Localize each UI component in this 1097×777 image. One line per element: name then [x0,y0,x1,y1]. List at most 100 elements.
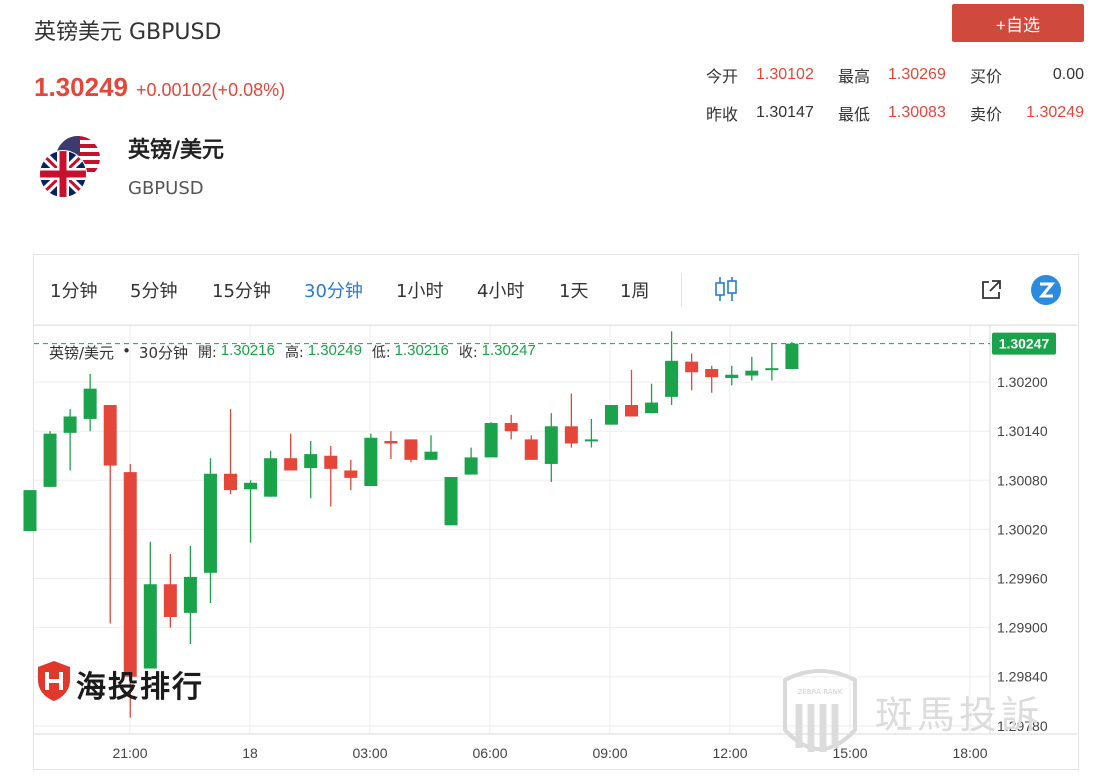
candle-body [725,374,739,379]
y-tick-label: 1.29840 [997,669,1048,685]
candle-body [765,368,779,371]
candle-body [264,458,278,497]
candle-body [745,370,759,376]
high-value: 1.30269 [888,66,946,83]
candle-body [384,441,398,444]
candle-body [404,439,418,460]
candle-body [645,402,659,414]
legend-low-value: 1.30216 [394,342,449,359]
timeframe-15min[interactable]: 15分钟 [212,281,271,302]
candle-body [43,433,57,487]
candle-body [424,451,438,460]
candle-body [524,439,538,460]
timeframe-5min[interactable]: 5分钟 [130,281,178,302]
candle-body [203,473,217,573]
x-tick-label: 09:00 [592,745,627,761]
low-value: 1.30083 [888,104,946,121]
candle-body [163,584,177,617]
instrument-name: 英镑/美元 [128,138,225,163]
candle-body [444,477,458,526]
y-tick-label: 1.30140 [997,423,1048,439]
candle-body [123,472,137,677]
timeframe-1w[interactable]: 1周 [620,281,650,302]
open-value: 1.30102 [756,66,814,83]
candle-body [304,454,318,469]
high-label: 最高 [838,67,871,86]
zebra-watermark-text: 斑馬投訴 [875,693,1043,737]
timeframe-4h[interactable]: 4小时 [477,281,525,302]
candle-body [103,405,117,466]
page-title: 英镑美元 GBPUSD [34,20,222,45]
quote-table: 今开 1.30102 最高 1.30269 买价 0.00 昨收 1.30147… [706,56,1084,132]
candle-body [83,388,97,419]
zebra-badge-text: ZEBRA RANK [798,688,843,696]
haitou-watermark: 海投排行 [76,670,204,705]
x-tick-label: 21:00 [112,745,147,761]
legend-close-value: 1.30247 [481,342,536,359]
prev-close-label: 昨收 [706,105,739,124]
legend-name: 英镑/美元 [49,344,115,362]
candle-body [584,439,598,442]
toolbar-divider [681,273,682,307]
candle-body [665,360,679,397]
legend-high-label: 高: [284,345,304,361]
candle-body [324,455,338,469]
y-tick-label: 1.30200 [997,374,1048,390]
bid-label: 买价 [970,67,1003,86]
legend-open-value: 1.30216 [220,342,275,359]
x-tick-label: 03:00 [352,745,387,761]
timeframe-1min[interactable]: 1分钟 [50,281,98,302]
last-price: 1.30249 [34,72,128,102]
candle-body [484,423,498,458]
price-change: +0.00102(+0.08%) [135,80,286,100]
legend-dot: • [122,342,131,360]
gbp-usd-flag-icon [39,136,100,198]
x-tick-label: 15:00 [832,745,867,761]
legend-interval: 30分钟 [138,344,189,362]
candlestick-type-icon[interactable] [714,275,738,303]
low-label: 最低 [838,105,871,124]
legend-high-value: 1.30249 [307,342,362,359]
candle-body [544,426,558,464]
candle-body [23,490,37,532]
candle-body [625,405,638,417]
chart-legend: 英镑/美元 • 30分钟 開: 1.30216 高: 1.30249 低: 1.… [49,342,536,363]
last-price-label: 1.30247 [999,336,1050,352]
y-tick-label: 1.29960 [997,571,1048,587]
last-price-tag [992,332,1056,355]
zebra-watermark: ZEBRA RANK 斑馬投訴 [783,669,1043,752]
y-tick-label: 1.30080 [997,472,1048,488]
timeframe-1h[interactable]: 1小时 [396,281,444,302]
candle-body [564,426,578,444]
popout-icon[interactable] [980,279,1002,301]
candle-body [244,482,258,490]
quote-row: 今开 1.30102 最高 1.30269 买价 0.00 [706,56,1084,94]
candle-body [705,369,719,378]
x-tick-label: 18 [242,745,258,761]
zebra-logo-icon[interactable] [1031,275,1061,305]
x-tick-label: 18:00 [952,745,987,761]
candle-body [344,470,358,478]
candle-body [504,423,518,432]
legend-open-label: 開: [198,345,217,361]
candle-body [464,457,478,475]
candle-body [63,416,77,433]
y-tick-label: 1.29780 [997,718,1048,734]
quote-row: 昨收 1.30147 最低 1.30083 卖价 1.30249 [706,94,1084,132]
y-tick-label: 1.29900 [997,620,1048,636]
timeframe-1d[interactable]: 1天 [559,281,589,302]
candle-body [143,584,157,669]
price-row: 1.30249 +0.00102(+0.08%) [34,72,285,103]
ask-value: 1.30249 [1026,104,1084,121]
bid-value: 0.00 [1052,66,1084,83]
candle-body [785,343,799,370]
candle-body [604,405,618,425]
add-to-watchlist-button[interactable]: +自选 [952,4,1084,42]
candle-body [284,458,298,471]
candle-body [685,361,699,373]
timeframe-30min[interactable]: 30分钟 [304,281,363,302]
candle-body [183,576,197,613]
haitou-shield-icon [38,661,70,701]
